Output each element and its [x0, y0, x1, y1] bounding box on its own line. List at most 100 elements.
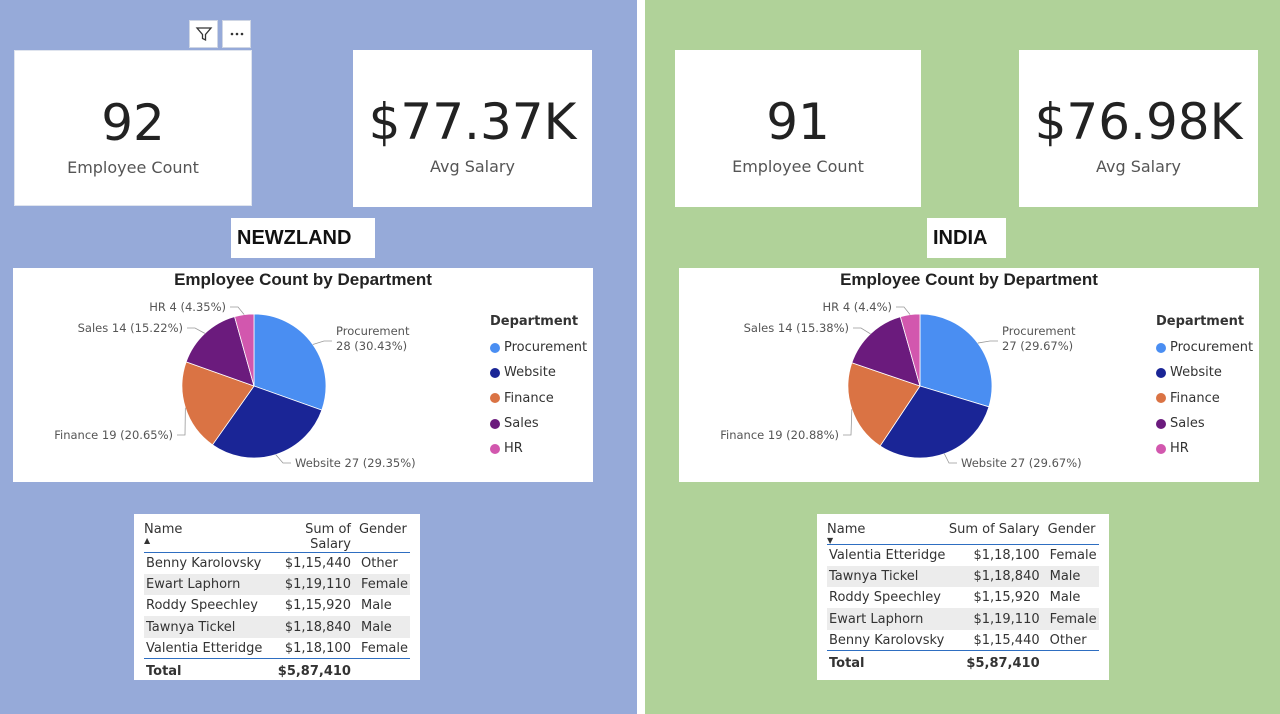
leader-line — [977, 340, 998, 344]
pie-slice-website[interactable] — [879, 385, 990, 459]
employee-count-card[interactable]: 92 Employee Count — [14, 50, 252, 206]
leader-line — [187, 327, 206, 334]
avg-salary-card[interactable]: $76.98K Avg Salary — [1019, 50, 1258, 207]
chart-title: Employee Count by Department — [840, 270, 1098, 289]
column-header-sum-of-salary[interactable]: Sum of Salary — [305, 522, 351, 552]
gender-cell: Male — [360, 598, 392, 614]
data-label-finance: Finance 19 (20.65%) — [54, 428, 173, 442]
gender-cell: Female — [358, 573, 410, 596]
table-row[interactable]: Tawnya Tickel $1,18,840 Male — [827, 565, 1099, 588]
legend-marker — [1156, 393, 1166, 404]
table-header-row: Name ▲ Sum of Salary Gender — [144, 514, 410, 553]
column-header-name[interactable]: Name ▲ — [144, 514, 264, 553]
sort-descending-icon[interactable]: ▼ — [827, 536, 834, 545]
legend-marker — [1156, 443, 1166, 454]
total-empty — [1047, 650, 1099, 675]
filter-button[interactable] — [189, 20, 218, 48]
pie-slice-sales[interactable] — [185, 316, 255, 387]
data-label-sales: Sales 14 (15.38%) — [744, 321, 849, 335]
legend-item-website[interactable]: Website — [1156, 360, 1253, 385]
table-row[interactable]: Roddy Speechley $1,15,920 Male — [144, 595, 410, 616]
avg-salary-value: $76.98K — [1034, 93, 1243, 151]
pie-slice-hr[interactable] — [234, 313, 255, 387]
table-row[interactable]: Valentia Etteridge $1,18,100 Female — [827, 543, 1099, 566]
legend-item-website[interactable]: Website — [490, 360, 587, 385]
table-row[interactable]: Tawnya Tickel $1,18,840 Male — [144, 616, 410, 638]
avg-salary-value: $77.37K — [368, 93, 577, 151]
legend-item-sales[interactable]: Sales — [1156, 411, 1253, 436]
gender-cell: Male — [358, 616, 410, 638]
leader-line — [230, 306, 245, 315]
gender-cell: Male — [1049, 590, 1081, 606]
legend-item-finance[interactable]: Finance — [490, 386, 587, 411]
leader-line — [896, 306, 911, 315]
legend-marker — [490, 367, 500, 378]
gender-cell: Female — [1047, 543, 1099, 566]
legend-label: Sales — [504, 416, 539, 432]
table-row[interactable]: Ewart Laphorn $1,19,110 Female — [827, 608, 1099, 630]
department-pie-chart[interactable]: Employee Count by Department Procurement… — [679, 268, 1259, 482]
sort-ascending-icon[interactable]: ▲ — [144, 536, 151, 545]
table-row[interactable]: Ewart Laphorn $1,19,110 Female — [144, 573, 410, 596]
total-value: $5,87,410 — [264, 658, 359, 683]
column-header-gender[interactable]: Gender — [1047, 522, 1096, 537]
legend-item-hr[interactable]: HR — [1156, 436, 1253, 461]
leader-line — [944, 453, 957, 464]
name-cell: Roddy Speechley — [829, 590, 941, 606]
salary-table[interactable]: Name ▼ Sum of Salary Gender Valentia Etterid… — [817, 514, 1109, 680]
legend-item-procurement[interactable]: Procurement — [1156, 335, 1253, 360]
salary-cell: $1,18,100 — [948, 543, 1048, 566]
chart-legend: Department Procurement Website Finance Sale… — [490, 314, 587, 461]
pie-slice-procurement[interactable] — [919, 313, 993, 408]
legend-marker — [490, 342, 500, 353]
table-row[interactable]: Roddy Speechley $1,15,920 Male — [827, 587, 1099, 608]
salary-cell: $1,15,440 — [973, 632, 1040, 648]
gender-cell: Other — [1049, 632, 1087, 648]
pie-slice-finance[interactable] — [847, 362, 921, 447]
employee-count-label: Employee Count — [732, 157, 864, 176]
pie-slice-sales[interactable] — [851, 316, 921, 387]
legend-marker — [1156, 367, 1166, 378]
leader-line — [275, 454, 291, 464]
legend-marker — [1156, 342, 1166, 353]
data-label-website: Website 27 (29.67%) — [961, 456, 1082, 470]
column-header-gender[interactable]: Gender — [358, 522, 407, 537]
department-pie-chart[interactable]: Employee Count by Department Procurement… — [13, 268, 593, 482]
legend-item-sales[interactable]: Sales — [490, 411, 587, 436]
legend-label: HR — [1170, 441, 1189, 457]
column-header-name[interactable]: Name ▼ — [827, 514, 948, 545]
total-row: Total $5,87,410 — [144, 658, 410, 683]
pie-slice-hr[interactable] — [899, 313, 921, 387]
legend-marker — [490, 443, 500, 454]
total-value: $5,87,410 — [948, 650, 1048, 675]
avg-salary-card[interactable]: $77.37K Avg Salary — [353, 50, 592, 207]
legend-label: Website — [1170, 365, 1222, 381]
salary-cell: $1,18,840 — [264, 616, 359, 638]
name-cell: Benny Karolovsky — [144, 551, 265, 574]
more-options-icon — [230, 32, 243, 36]
salary-cell: $1,15,920 — [284, 598, 351, 614]
employee-count-card[interactable]: 91 Employee Count — [675, 50, 921, 207]
data-label-hr: HR 4 (4.35%) — [149, 300, 226, 314]
legend-label: Finance — [1170, 390, 1220, 406]
legend-label: Finance — [504, 390, 554, 406]
legend-label: Website — [504, 365, 556, 381]
gender-cell: Female — [360, 640, 408, 656]
salary-table[interactable]: Name ▲ Sum of Salary Gender Benny Karolovsky… — [134, 514, 420, 683]
table-row[interactable]: Valentia Etteridge $1,18,100 Female — [144, 638, 410, 659]
name-cell: Benny Karolovsky — [829, 632, 945, 648]
table-row[interactable]: Benny Karolovsky $1,15,440 Other — [144, 551, 410, 574]
more-options-button[interactable] — [222, 20, 251, 48]
legend-item-hr[interactable]: HR — [490, 436, 587, 461]
leader-line — [843, 409, 853, 436]
total-empty — [358, 658, 410, 683]
name-cell: Ewart Laphorn — [827, 608, 949, 630]
table-row[interactable]: Benny Karolovsky $1,15,440 Other — [827, 630, 1099, 651]
column-header-sum-of-salary[interactable]: Sum of Salary — [948, 522, 1040, 537]
chart-legend: Department Procurement Website Finance Sale… — [1156, 314, 1253, 461]
legend-item-procurement[interactable]: Procurement — [490, 335, 587, 360]
pie-slice-website[interactable] — [211, 385, 323, 459]
legend-item-finance[interactable]: Finance — [1156, 386, 1253, 411]
data-label-procurement: 27 (29.67%) — [1002, 339, 1073, 353]
